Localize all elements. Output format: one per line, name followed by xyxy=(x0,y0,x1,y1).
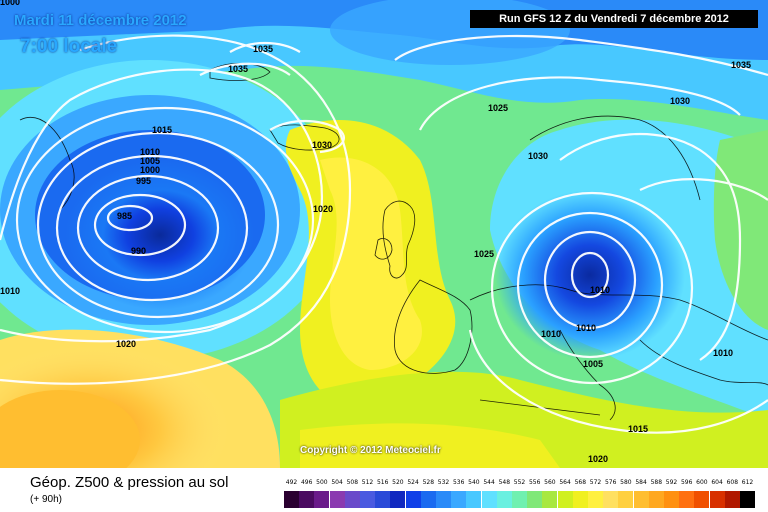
legend-swatch xyxy=(360,491,375,508)
legend-tick-label: 596 xyxy=(680,479,693,486)
legend-tick-label: 600 xyxy=(696,479,708,486)
isobar-label: 1005 xyxy=(583,359,603,369)
map-title: Géop. Z500 & pression au sol xyxy=(30,474,229,491)
isobar-label: 1030 xyxy=(312,140,332,150)
legend-tick-label: 520 xyxy=(392,479,404,486)
legend-tick-label: 560 xyxy=(544,479,556,486)
isobar-label: 1020 xyxy=(588,454,608,464)
legend-tick-label: 512 xyxy=(361,479,374,486)
isobar-label: 1010 xyxy=(590,285,610,295)
copyright: Copyright © 2012 Meteociel.fr xyxy=(300,445,441,456)
legend-swatch xyxy=(648,491,664,508)
legend-swatch xyxy=(588,491,603,508)
legend-tick-label: 532 xyxy=(437,479,450,486)
legend-ticks: 492 496 500 504 508 512 516 520 524 528 532 536 540 5… xyxy=(284,479,754,491)
legend-tick-label: 528 xyxy=(422,479,435,486)
run-banner: Run GFS 12 Z du Vendredi 7 décembre 2012 xyxy=(470,10,758,28)
legend-tick-label: 556 xyxy=(528,479,541,486)
legend-swatch xyxy=(557,491,573,508)
legend-tick-label: 608 xyxy=(726,479,739,486)
isobar-label: 1010 xyxy=(541,329,561,339)
legend-tick-label: 572 xyxy=(589,479,602,486)
legend-tick-label: 524 xyxy=(407,479,419,486)
legend-swatch xyxy=(572,491,588,508)
legend-swatch xyxy=(603,491,619,508)
legend-swatch xyxy=(451,491,467,508)
isobar-label: 1000 xyxy=(140,165,160,175)
isobar-label: 1020 xyxy=(313,204,333,214)
legend-tick-label: 492 xyxy=(285,479,298,486)
weather-map: 1035 1035 1015 1010 1005 1000 995 985 99… xyxy=(0,0,768,468)
legend-swatch xyxy=(527,491,543,508)
forecast-lead: (+ 90h) xyxy=(30,494,62,505)
legend-swatch xyxy=(694,491,710,508)
isobar-label: 1010 xyxy=(0,286,20,296)
legend-tick-label: 540 xyxy=(468,479,480,486)
isobar-label: 1035 xyxy=(731,60,751,70)
legend-swatch xyxy=(664,491,679,508)
legend-tick-label: 576 xyxy=(604,479,617,486)
isobar-label: 1035 xyxy=(228,64,248,74)
legend-tick-label: 552 xyxy=(513,479,526,486)
legend-tick-label: 568 xyxy=(574,479,587,486)
legend-swatch xyxy=(709,491,725,508)
local-time: 7:00 locale xyxy=(20,36,118,57)
legend-tick-label: 544 xyxy=(483,479,495,486)
isobar-label: 1030 xyxy=(528,151,548,161)
isobar-label: 1025 xyxy=(474,249,494,259)
legend-swatch xyxy=(740,491,755,508)
legend-tick-label: 504 xyxy=(331,479,343,486)
isobar-label: 1020 xyxy=(116,339,136,349)
isobar-label: 995 xyxy=(136,176,151,186)
legend-swatch xyxy=(344,491,360,508)
isobar-label: 990 xyxy=(131,246,146,256)
legend-tick-label: 584 xyxy=(635,479,647,486)
isobar-label: 1010 xyxy=(140,147,160,157)
legend-tick-label: 564 xyxy=(559,479,571,486)
isobar-label: 1030 xyxy=(670,96,690,106)
isobar-label: 1005 xyxy=(140,156,160,166)
legend-tick-label: 516 xyxy=(376,479,389,486)
legend-swatch xyxy=(481,491,497,508)
legend-swatch xyxy=(299,491,315,508)
legend-tick-label: 612 xyxy=(741,479,754,486)
legend-tick-label: 536 xyxy=(452,479,465,486)
legend-swatch xyxy=(390,491,406,508)
isobar-label: 1000 xyxy=(0,0,20,7)
legend-tick-label: 500 xyxy=(316,479,328,486)
legend-swatch xyxy=(633,491,649,508)
legend-swatch xyxy=(679,491,695,508)
legend-swatch xyxy=(496,491,512,508)
isobar-label: 985 xyxy=(117,211,132,221)
forecast-date: Mardi 11 décembre 2012 xyxy=(14,12,187,29)
isobar-label: 1015 xyxy=(152,125,172,135)
legend-swatch xyxy=(618,491,634,508)
legend-swatch xyxy=(405,491,421,508)
legend-swatch xyxy=(329,491,345,508)
isobar-label: 1010 xyxy=(713,348,733,358)
legend-swatch xyxy=(542,491,558,508)
legend-swatch xyxy=(314,491,330,508)
legend-swatch xyxy=(420,491,436,508)
isobar-label: 1015 xyxy=(628,424,648,434)
isobar-label: 1010 xyxy=(576,323,596,333)
isobar-label: 1025 xyxy=(488,103,508,113)
legend-tick-label: 588 xyxy=(650,479,663,486)
legend-tick-label: 604 xyxy=(711,479,723,486)
legend-swatch xyxy=(375,491,391,508)
legend-swatch xyxy=(436,491,451,508)
legend-tick-label: 508 xyxy=(346,479,359,486)
legend-tick-label: 496 xyxy=(300,479,313,486)
isobar-label: 1035 xyxy=(253,44,273,54)
legend-tick-label: 592 xyxy=(665,479,678,486)
legend-tick-label: 580 xyxy=(620,479,632,486)
legend-swatch xyxy=(512,491,527,508)
legend-swatch xyxy=(724,491,740,508)
legend-swatch xyxy=(466,491,482,508)
legend-tick-label: 548 xyxy=(498,479,511,486)
legend-swatch xyxy=(284,491,299,508)
